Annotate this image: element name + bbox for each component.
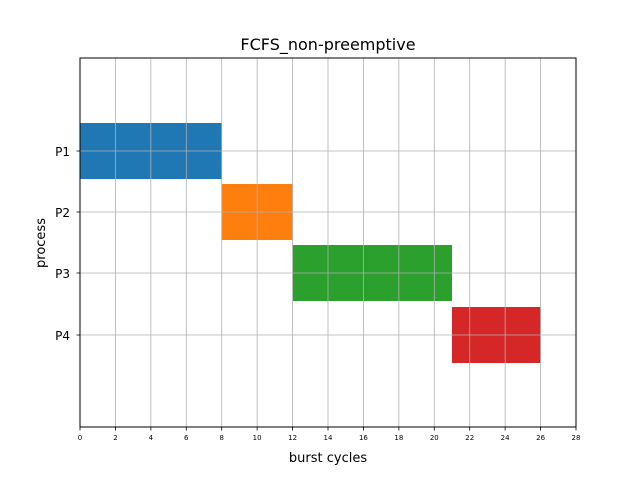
- y-tick-label: P4: [55, 329, 70, 343]
- x-tick-label: 16: [359, 434, 368, 442]
- x-tick-label: 22: [465, 434, 474, 442]
- x-tick-label: 14: [324, 434, 333, 442]
- x-tick-label: 6: [184, 434, 189, 442]
- y-tick-label: P3: [55, 267, 70, 281]
- x-tick-label: 0: [78, 434, 82, 442]
- chart-title: FCFS_non-preemptive: [240, 35, 415, 55]
- x-axis-label: burst cycles: [289, 451, 367, 466]
- x-tick-label: 2: [113, 434, 117, 442]
- x-tick-label: 24: [501, 434, 510, 442]
- bars: [80, 123, 541, 363]
- y-ticks: P1 P2 P3 P4: [55, 145, 80, 343]
- y-axis-label: process: [34, 218, 49, 268]
- x-tick-label: 10: [253, 434, 262, 442]
- y-tick-label: P2: [55, 206, 70, 220]
- y-tick-label: P1: [55, 145, 70, 159]
- x-tick-label: 8: [219, 434, 223, 442]
- x-tick-label: 20: [430, 434, 439, 442]
- x-tick-label: 26: [536, 434, 545, 442]
- grid: [79, 58, 577, 427]
- x-ticks: 0 2 4 6 8 10 12 14 16 18 20 22 24 26 28: [78, 427, 581, 442]
- x-tick-label: 4: [149, 434, 154, 442]
- x-tick-label: 28: [572, 434, 581, 442]
- x-tick-label: 12: [288, 434, 297, 442]
- x-tick-label: 18: [394, 434, 403, 442]
